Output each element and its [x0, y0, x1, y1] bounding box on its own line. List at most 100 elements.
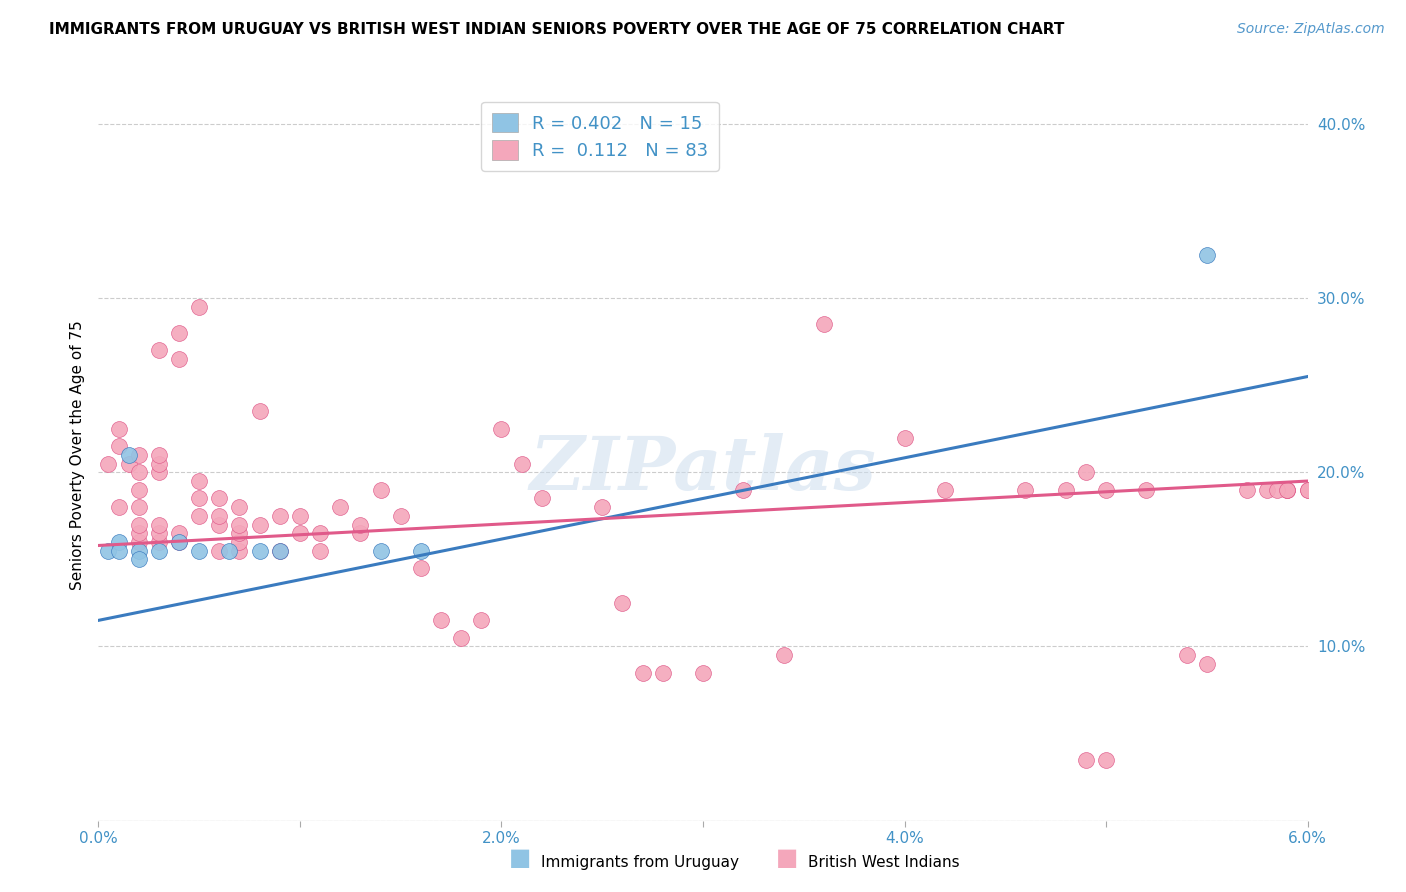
Point [269, 508, 291, 523]
Point [208, 517, 231, 532]
Point [651, 665, 673, 680]
Point [107, 422, 129, 436]
Point [167, 526, 190, 541]
Point [349, 526, 371, 541]
Point [1074, 466, 1097, 480]
Point [612, 596, 634, 610]
Point [1256, 483, 1278, 497]
Point [1095, 483, 1118, 497]
Point [188, 543, 211, 558]
Point [1195, 247, 1218, 261]
Point [370, 483, 392, 497]
Point [389, 508, 412, 523]
Point [893, 430, 915, 444]
Point [349, 517, 371, 532]
Point [631, 665, 654, 680]
Point [128, 466, 150, 480]
Point [1195, 657, 1218, 671]
Point [772, 648, 794, 663]
Point [128, 483, 150, 497]
Text: Immigrants from Uruguay: Immigrants from Uruguay [541, 855, 740, 870]
Point [1277, 483, 1299, 497]
Point [128, 517, 150, 532]
Point [530, 491, 553, 506]
Point [491, 422, 513, 436]
Point [188, 491, 211, 506]
Point [118, 448, 141, 462]
Point [167, 535, 190, 549]
Point [249, 517, 271, 532]
Point [167, 326, 190, 340]
Point [591, 500, 613, 515]
Point [148, 457, 170, 471]
Point [148, 466, 170, 480]
Point [128, 552, 150, 566]
Point [148, 535, 170, 549]
Point [228, 535, 250, 549]
Point [167, 352, 190, 367]
Point [208, 508, 231, 523]
Point [1135, 483, 1157, 497]
Point [249, 543, 271, 558]
Text: Source: ZipAtlas.com: Source: ZipAtlas.com [1237, 22, 1385, 37]
Text: ■: ■ [509, 846, 531, 870]
Point [1054, 483, 1077, 497]
Point [97, 457, 120, 471]
Point [228, 543, 250, 558]
Point [208, 543, 231, 558]
Point [1175, 648, 1198, 663]
Point [1296, 483, 1319, 497]
Point [188, 474, 211, 488]
Text: ZIPatlas: ZIPatlas [530, 434, 876, 506]
Point [107, 543, 129, 558]
Point [510, 457, 533, 471]
Point [208, 491, 231, 506]
Point [188, 300, 211, 314]
Point [288, 526, 311, 541]
Point [1074, 753, 1097, 767]
Point [409, 561, 432, 575]
Point [128, 535, 150, 549]
Point [1014, 483, 1036, 497]
Point [329, 500, 352, 515]
Point [107, 439, 129, 453]
Point [148, 448, 170, 462]
Point [148, 343, 170, 358]
Point [450, 631, 472, 645]
Point [692, 665, 714, 680]
Point [118, 457, 141, 471]
Point [148, 526, 170, 541]
Point [1277, 483, 1299, 497]
Point [107, 535, 129, 549]
Point [1296, 483, 1319, 497]
Point [309, 543, 332, 558]
Point [409, 543, 432, 558]
Point [107, 500, 129, 515]
Point [228, 526, 250, 541]
Point [218, 543, 240, 558]
Point [309, 526, 332, 541]
Point [813, 318, 835, 332]
Point [269, 543, 291, 558]
Text: British West Indians: British West Indians [808, 855, 960, 870]
Legend: R = 0.402   N = 15, R =  0.112   N = 83: R = 0.402 N = 15, R = 0.112 N = 83 [481, 102, 718, 170]
Point [733, 483, 755, 497]
Point [370, 543, 392, 558]
Point [148, 517, 170, 532]
Point [249, 404, 271, 418]
Point [934, 483, 956, 497]
Point [97, 543, 120, 558]
Point [1267, 483, 1289, 497]
Point [1095, 753, 1118, 767]
Point [269, 543, 291, 558]
Point [288, 508, 311, 523]
Point [128, 526, 150, 541]
Point [167, 535, 190, 549]
Text: IMMIGRANTS FROM URUGUAY VS BRITISH WEST INDIAN SENIORS POVERTY OVER THE AGE OF 7: IMMIGRANTS FROM URUGUAY VS BRITISH WEST … [49, 22, 1064, 37]
Point [148, 543, 170, 558]
Point [1277, 483, 1299, 497]
Point [128, 448, 150, 462]
Point [430, 613, 453, 627]
Point [1236, 483, 1258, 497]
Y-axis label: Seniors Poverty Over the Age of 75: Seniors Poverty Over the Age of 75 [69, 320, 84, 590]
